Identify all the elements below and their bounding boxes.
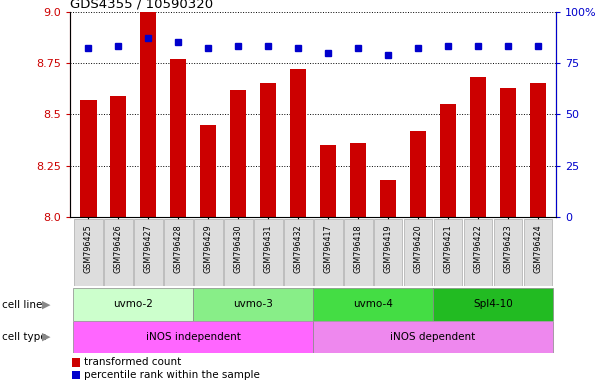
Text: percentile rank within the sample: percentile rank within the sample: [84, 370, 260, 380]
Text: GSM796423: GSM796423: [503, 224, 513, 273]
Bar: [320, 145, 337, 217]
FancyBboxPatch shape: [524, 219, 552, 286]
Bar: [440, 104, 456, 217]
Text: GSM796424: GSM796424: [533, 224, 543, 273]
FancyBboxPatch shape: [224, 219, 252, 286]
Text: GSM796432: GSM796432: [294, 224, 302, 273]
Text: Spl4-10: Spl4-10: [473, 299, 513, 310]
FancyBboxPatch shape: [73, 288, 193, 321]
Text: GSM796417: GSM796417: [324, 224, 332, 273]
FancyBboxPatch shape: [74, 219, 103, 286]
Text: GSM796428: GSM796428: [174, 224, 183, 273]
FancyBboxPatch shape: [374, 219, 403, 286]
Text: GSM796427: GSM796427: [144, 224, 153, 273]
FancyBboxPatch shape: [313, 288, 433, 321]
Text: cell line: cell line: [2, 300, 42, 310]
FancyBboxPatch shape: [73, 321, 313, 353]
Text: uvmo-2: uvmo-2: [113, 299, 153, 310]
Text: iNOS dependent: iNOS dependent: [390, 332, 476, 342]
FancyBboxPatch shape: [134, 219, 163, 286]
FancyBboxPatch shape: [313, 321, 553, 353]
Text: GSM796419: GSM796419: [384, 224, 393, 273]
Text: GSM796420: GSM796420: [414, 224, 423, 273]
FancyBboxPatch shape: [104, 219, 133, 286]
FancyBboxPatch shape: [404, 219, 433, 286]
Text: cell type: cell type: [2, 332, 46, 342]
Bar: [200, 124, 216, 217]
Bar: [260, 83, 276, 217]
Bar: [380, 180, 397, 217]
Text: iNOS independent: iNOS independent: [146, 332, 241, 342]
FancyBboxPatch shape: [284, 219, 313, 286]
Bar: [170, 59, 186, 217]
Text: GSM796422: GSM796422: [474, 224, 483, 273]
FancyBboxPatch shape: [494, 219, 522, 286]
Bar: [350, 143, 367, 217]
FancyBboxPatch shape: [194, 219, 222, 286]
Text: uvmo-3: uvmo-3: [233, 299, 273, 310]
Bar: [290, 69, 306, 217]
FancyBboxPatch shape: [313, 219, 343, 286]
FancyBboxPatch shape: [254, 219, 282, 286]
FancyBboxPatch shape: [464, 219, 492, 286]
FancyBboxPatch shape: [344, 219, 373, 286]
FancyBboxPatch shape: [164, 219, 192, 286]
Bar: [80, 100, 97, 217]
Bar: [410, 131, 426, 217]
Text: GSM796425: GSM796425: [84, 224, 93, 273]
Bar: [530, 83, 546, 217]
Bar: [140, 12, 156, 217]
Bar: [72, 371, 80, 379]
Text: ▶: ▶: [42, 332, 51, 342]
Text: GSM796421: GSM796421: [444, 224, 453, 273]
Text: GSM796431: GSM796431: [264, 224, 273, 273]
FancyBboxPatch shape: [433, 288, 553, 321]
FancyBboxPatch shape: [193, 288, 313, 321]
Text: ▶: ▶: [42, 300, 51, 310]
Text: uvmo-4: uvmo-4: [353, 299, 393, 310]
Text: GSM796426: GSM796426: [114, 224, 123, 273]
Text: GSM796418: GSM796418: [354, 224, 362, 273]
FancyBboxPatch shape: [434, 219, 463, 286]
Bar: [72, 358, 80, 366]
Bar: [470, 77, 486, 217]
Text: GDS4355 / 10590320: GDS4355 / 10590320: [70, 0, 213, 10]
Text: GSM796429: GSM796429: [203, 224, 213, 273]
Bar: [110, 96, 126, 217]
Text: transformed count: transformed count: [84, 358, 181, 367]
Bar: [230, 89, 246, 217]
Text: GSM796430: GSM796430: [233, 224, 243, 273]
Bar: [500, 88, 516, 217]
